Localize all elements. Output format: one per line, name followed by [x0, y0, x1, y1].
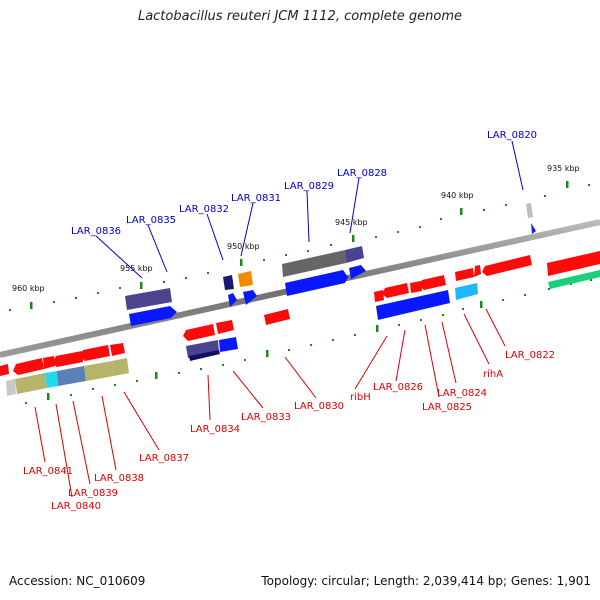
scale-label-955: 955 kbp	[120, 264, 153, 273]
gene-block[interactable]	[282, 250, 346, 277]
gene-block[interactable]	[410, 281, 422, 293]
map-title: Lactobacillus reuteri JCM 1112, complete…	[137, 9, 463, 24]
gene-block[interactable]	[243, 290, 257, 305]
gene-block[interactable]	[129, 306, 177, 326]
gene-label-lar-0832[interactable]: LAR_0832	[179, 204, 229, 215]
gene-block[interactable]	[110, 343, 125, 356]
gene-block[interactable]	[219, 337, 238, 352]
accession-text: Accession: NC_010609	[9, 574, 146, 588]
gene-block[interactable]	[228, 293, 237, 307]
gene-block[interactable]	[13, 358, 44, 375]
gene-label-lar-0837[interactable]: LAR_0837	[139, 453, 189, 464]
gene-label-lar-0839[interactable]: LAR_0839	[68, 488, 118, 499]
gene-block[interactable]	[376, 290, 450, 320]
gene-block[interactable]	[547, 251, 600, 276]
gene-block[interactable]	[455, 283, 478, 300]
gene-label-lar-0838[interactable]: LAR_0838	[94, 473, 144, 484]
gene-label-lar-0825[interactable]: LAR_0825	[422, 402, 472, 413]
scale-label-960: 960 kbp	[12, 284, 45, 293]
gene-label-lar-0834[interactable]: LAR_0834	[190, 424, 240, 435]
gene-label-lar-0829[interactable]: LAR_0829	[284, 181, 334, 192]
leader-lines-forward	[95, 140, 524, 279]
gene-block[interactable]	[52, 351, 83, 367]
gene-label-lar-0836[interactable]: LAR_0836	[71, 226, 121, 237]
gene-block[interactable]	[264, 309, 290, 325]
outer-scale-dots	[9, 184, 590, 311]
gene-label-lar-0828[interactable]: LAR_0828	[337, 168, 387, 179]
gene-block[interactable]	[474, 265, 481, 277]
gene-block[interactable]	[238, 271, 253, 287]
gene-block[interactable]	[183, 324, 215, 341]
gene-block[interactable]	[548, 270, 600, 289]
gene-block[interactable]	[374, 290, 384, 302]
gene-label-riha[interactable]: rihA	[483, 369, 503, 380]
gene-block[interactable]	[80, 345, 110, 361]
gene-block[interactable]	[189, 350, 220, 361]
gene-block[interactable]	[285, 270, 348, 296]
inner-scale-dots	[25, 279, 592, 404]
reverse-genes	[0, 255, 532, 396]
gene-block[interactable]	[45, 371, 58, 388]
gene-block[interactable]	[531, 223, 536, 234]
gene-label-lar-0840[interactable]: LAR_0840	[51, 501, 101, 512]
gene-block[interactable]	[125, 288, 172, 310]
gene-block[interactable]	[43, 356, 55, 369]
gene-block[interactable]	[526, 203, 533, 218]
gene-label-lar-0830[interactable]: LAR_0830	[294, 401, 344, 412]
inner-scale	[47, 301, 483, 400]
gene-block[interactable]	[112, 358, 129, 376]
gene-block[interactable]	[223, 275, 234, 290]
outer-scale	[30, 181, 569, 309]
gene-label-lar-0822[interactable]: LAR_0822	[505, 350, 555, 361]
gene-label-lar-0833[interactable]: LAR_0833	[241, 412, 291, 423]
gene-label-lar-0835[interactable]: LAR_0835	[126, 215, 176, 226]
gene-label-lar-0824[interactable]: LAR_0824	[437, 388, 487, 399]
gene-block[interactable]	[455, 268, 474, 281]
gene-block[interactable]	[216, 320, 234, 334]
gene-block[interactable]	[349, 265, 366, 279]
gene-label-lar-0826[interactable]: LAR_0826	[373, 382, 423, 393]
gene-block[interactable]	[57, 366, 86, 386]
scale-label-940: 940 kbp	[441, 191, 474, 200]
gene-label-lar-0841[interactable]: LAR_0841	[23, 466, 73, 477]
leader-lines-reverse	[34, 308, 506, 498]
gene-block[interactable]	[419, 275, 446, 290]
gene-block[interactable]	[0, 364, 9, 376]
scale-label-935: 935 kbp	[547, 164, 580, 173]
genome-summary-text: Topology: circular; Length: 2,039,414 bp…	[261, 574, 591, 588]
gene-block[interactable]	[15, 373, 47, 394]
gene-label-lar-0831[interactable]: LAR_0831	[231, 193, 281, 204]
forward-genes	[125, 203, 600, 326]
gene-block[interactable]	[6, 379, 16, 396]
gene-label-lar-0820[interactable]: LAR_0820	[487, 130, 537, 141]
gene-block[interactable]	[382, 283, 409, 298]
gene-block[interactable]	[482, 255, 532, 276]
gene-label-ribh[interactable]: ribH	[350, 392, 371, 403]
gene-block[interactable]	[345, 246, 364, 263]
gene-block[interactable]	[84, 361, 114, 381]
